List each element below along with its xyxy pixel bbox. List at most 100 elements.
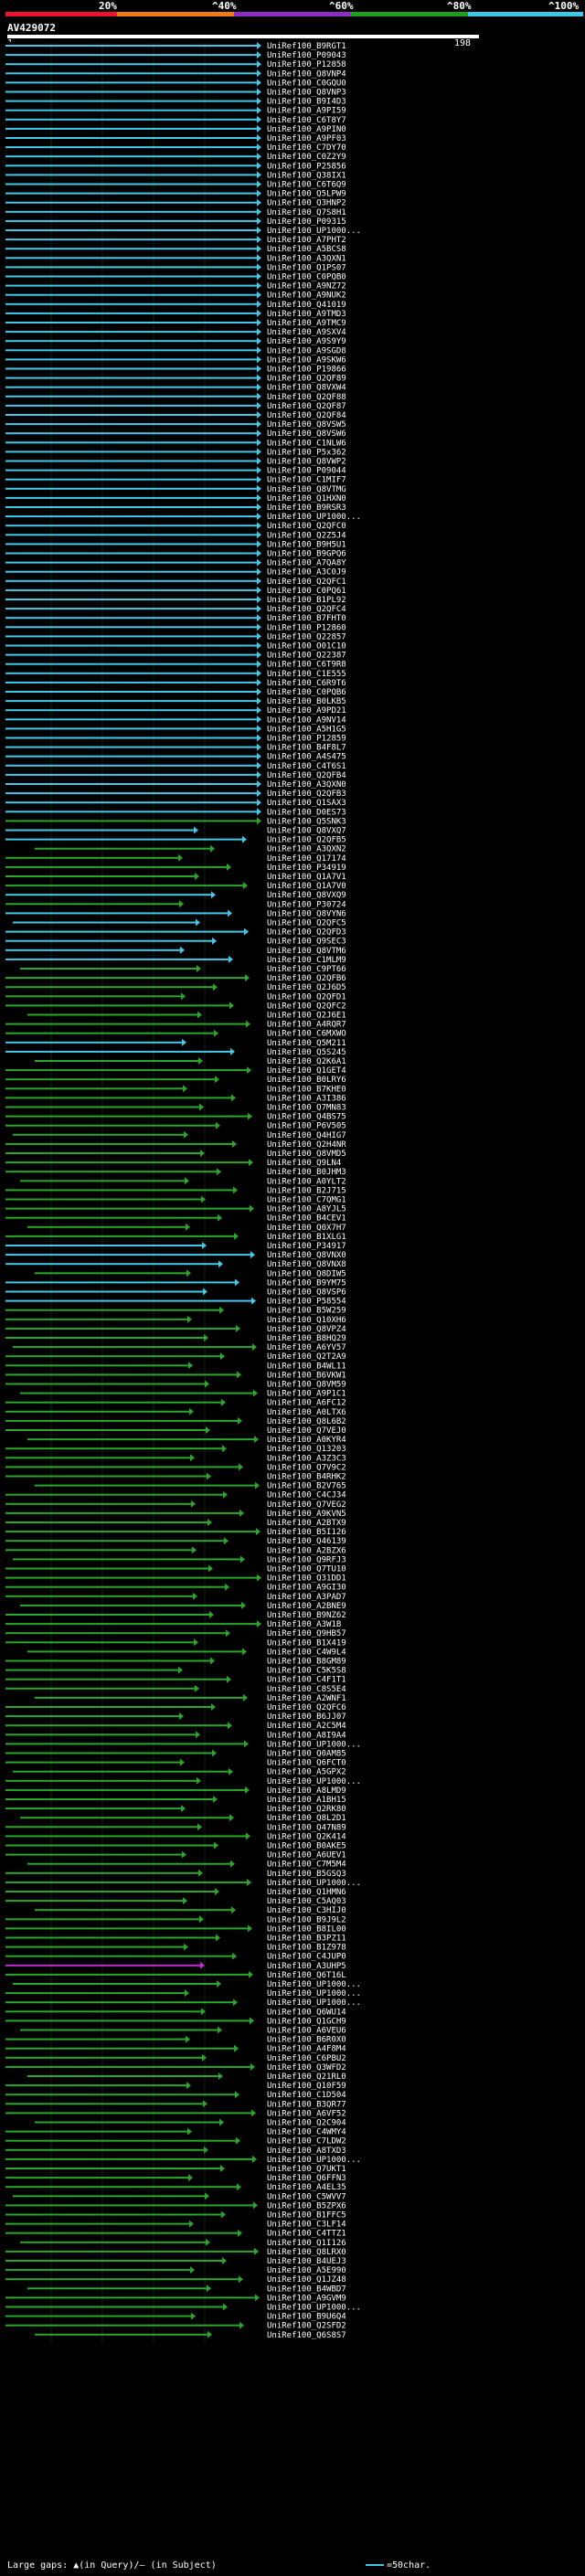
hit-alignment-bar[interactable] <box>5 340 257 343</box>
hit-alignment-bar[interactable] <box>5 1531 256 1533</box>
hit-label[interactable]: UniRef100_B4CEV1 <box>267 1214 346 1224</box>
hit-label[interactable]: UniRef100_Q8L6B2 <box>267 1417 346 1426</box>
hit-row[interactable]: UniRef100_Q7VEG2 <box>5 1500 346 1510</box>
hit-label[interactable]: UniRef100_B0JHM3 <box>267 1168 346 1177</box>
hit-label[interactable]: UniRef100_C4W9L4 <box>267 1648 346 1657</box>
hit-row[interactable]: UniRef100_A9PF03 <box>5 134 346 143</box>
hit-alignment-bar[interactable] <box>27 1650 242 1653</box>
hit-label[interactable]: UniRef100_B5ZPX6 <box>267 2201 346 2210</box>
hit-alignment-bar[interactable] <box>5 2213 221 2216</box>
hit-row[interactable]: UniRef100_B0JHM3 <box>5 1168 346 1177</box>
hit-alignment-bar[interactable] <box>5 1364 188 1367</box>
hit-label[interactable]: UniRef100_B1PL92 <box>267 596 346 605</box>
hit-row[interactable]: UniRef100_Q13203 <box>5 1445 346 1454</box>
hit-alignment-bar[interactable] <box>5 248 257 250</box>
hit-label[interactable]: UniRef100_A9SKW6 <box>267 355 346 365</box>
hit-label[interactable]: UniRef100_Q2QFC5 <box>267 919 346 928</box>
hit-row[interactable]: UniRef100_A0LTX6 <box>5 1407 346 1417</box>
hit-row[interactable]: UniRef100_B5W259 <box>5 1306 346 1316</box>
hit-alignment-bar[interactable] <box>5 1198 201 1201</box>
hit-alignment-bar[interactable] <box>5 986 213 989</box>
hit-label[interactable]: UniRef100_A9TMD3 <box>267 310 346 319</box>
hit-label[interactable]: UniRef100_A9PD21 <box>267 706 346 716</box>
hit-label[interactable]: UniRef100_Q2QFD3 <box>267 928 346 938</box>
hit-row[interactable]: UniRef100_Q7UKT1 <box>5 2165 346 2174</box>
hit-row[interactable]: UniRef100_Q8VMD5 <box>5 1150 346 1159</box>
hit-label[interactable]: UniRef100_C1E555 <box>267 670 346 679</box>
hit-label[interactable]: UniRef100_Q6FFN3 <box>267 2174 346 2183</box>
hit-alignment-bar[interactable] <box>5 432 257 435</box>
hit-label[interactable]: UniRef100_C0PQB6 <box>267 688 346 697</box>
hit-row[interactable]: UniRef100_A3I386 <box>5 1094 346 1103</box>
hit-row[interactable]: UniRef100_Q1I126 <box>20 2238 346 2248</box>
hit-label[interactable]: UniRef100_Q7S8H1 <box>267 208 346 217</box>
hit-alignment-bar[interactable] <box>35 1272 186 1275</box>
hit-alignment-bar[interactable] <box>5 331 257 334</box>
hit-row[interactable]: UniRef100_Q6S8S7 <box>35 2330 346 2340</box>
hit-row[interactable]: UniRef100_A3W1B <box>5 1620 341 1629</box>
hit-row[interactable]: UniRef100_B4WL11 <box>5 1362 346 1371</box>
hit-alignment-bar[interactable] <box>5 949 180 951</box>
hit-label[interactable]: UniRef100_A0YLT2 <box>267 1177 346 1186</box>
hit-label[interactable]: UniRef100_C1MIF7 <box>267 476 346 485</box>
hit-row[interactable]: UniRef100_A3Z3C3 <box>5 1454 346 1463</box>
hit-alignment-bar[interactable] <box>5 1457 190 1459</box>
hit-row[interactable]: UniRef100_B8GM89 <box>5 1657 346 1667</box>
hit-label[interactable]: UniRef100_A9PI59 <box>267 107 346 116</box>
hit-label[interactable]: UniRef100_UP1000... <box>267 2304 361 2313</box>
hit-row[interactable]: UniRef100_A9PD21 <box>5 706 346 716</box>
hit-label[interactable]: UniRef100_Q21RL0 <box>267 2072 346 2082</box>
hit-row[interactable]: UniRef100_Q2QF87 <box>5 401 346 411</box>
hit-row[interactable]: UniRef100_Q2QFB4 <box>5 770 346 780</box>
hit-label[interactable]: UniRef100_C6T8Y7 <box>267 116 346 125</box>
hit-alignment-bar[interactable] <box>5 1955 232 1957</box>
hit-label[interactable]: UniRef100_C6T9R8 <box>267 661 346 670</box>
hit-row[interactable]: UniRef100_A4EL35 <box>5 2183 346 2192</box>
hit-alignment-bar[interactable] <box>5 2001 233 2004</box>
hit-label[interactable]: UniRef100_Q2QF88 <box>267 393 346 402</box>
hit-alignment-bar[interactable] <box>5 81 257 84</box>
hit-row[interactable]: UniRef100_UP1000... <box>5 227 361 236</box>
hit-alignment-bar[interactable] <box>27 2075 218 2077</box>
hit-label[interactable]: UniRef100_B5I126 <box>267 1528 346 1537</box>
hit-label[interactable]: UniRef100_A2BTX9 <box>267 1519 346 1528</box>
hit-row[interactable]: UniRef100_Q2Z5J4 <box>5 531 346 540</box>
hit-label[interactable]: UniRef100_O01C10 <box>267 642 346 652</box>
hit-label[interactable]: UniRef100_Q2QFB4 <box>267 771 346 780</box>
hit-label[interactable]: UniRef100_Q1GET4 <box>267 1066 346 1076</box>
hit-alignment-bar[interactable] <box>5 219 257 222</box>
hit-alignment-bar[interactable] <box>5 1788 245 1791</box>
hit-label[interactable]: UniRef100_A3I386 <box>267 1094 346 1103</box>
hit-row[interactable]: UniRef100_B8HQ29 <box>5 1334 346 1343</box>
hit-label[interactable]: UniRef100_B4WL11 <box>267 1362 346 1371</box>
hit-row[interactable]: UniRef100_D0ES73 <box>5 808 346 817</box>
hit-alignment-bar[interactable] <box>5 755 257 758</box>
hit-label[interactable]: UniRef100_Q7VEJ0 <box>267 1426 346 1436</box>
hit-alignment-bar[interactable] <box>5 1826 197 1829</box>
hit-row[interactable]: UniRef100_B9U6Q4 <box>5 2312 346 2322</box>
hit-row[interactable]: UniRef100_A9NZ72 <box>5 281 346 292</box>
hit-label[interactable]: UniRef100_Q17174 <box>267 854 346 864</box>
hit-row[interactable]: UniRef100_Q9RFJ3 <box>13 1555 346 1564</box>
hit-alignment-bar[interactable] <box>5 2084 186 2087</box>
hit-alignment-bar[interactable] <box>5 1678 227 1680</box>
hit-alignment-bar[interactable] <box>5 1540 224 1542</box>
hit-row[interactable]: UniRef100_Q2QFD1 <box>5 992 346 1002</box>
hit-alignment-bar[interactable] <box>5 1327 236 1330</box>
hit-row[interactable]: UniRef100_A9KVN5 <box>5 1509 346 1519</box>
hit-alignment-bar[interactable] <box>5 376 257 379</box>
hit-label[interactable]: UniRef100_Q1SAX3 <box>267 799 346 808</box>
hit-alignment-bar[interactable] <box>35 1484 255 1487</box>
hit-row[interactable]: UniRef100_B9RGT1 <box>5 42 346 51</box>
hit-label[interactable]: UniRef100_Q2QF87 <box>267 402 346 411</box>
hit-row[interactable]: UniRef100_Q2QFB6 <box>5 974 346 983</box>
hit-label[interactable]: UniRef100_C5AQ03 <box>267 1897 346 1906</box>
hit-row[interactable]: UniRef100_Q22387 <box>5 651 346 661</box>
hit-alignment-bar[interactable] <box>5 875 195 877</box>
hit-label[interactable]: UniRef100_A3QXN2 <box>267 845 346 854</box>
hit-label[interactable]: UniRef100_B1FFC5 <box>267 2211 346 2221</box>
hit-label[interactable]: UniRef100_A3W1B <box>267 1620 341 1629</box>
hit-alignment-bar[interactable] <box>5 1355 220 1358</box>
hit-alignment-bar[interactable] <box>20 2241 206 2243</box>
hit-label[interactable]: UniRef100_Q7VEG2 <box>267 1500 346 1510</box>
